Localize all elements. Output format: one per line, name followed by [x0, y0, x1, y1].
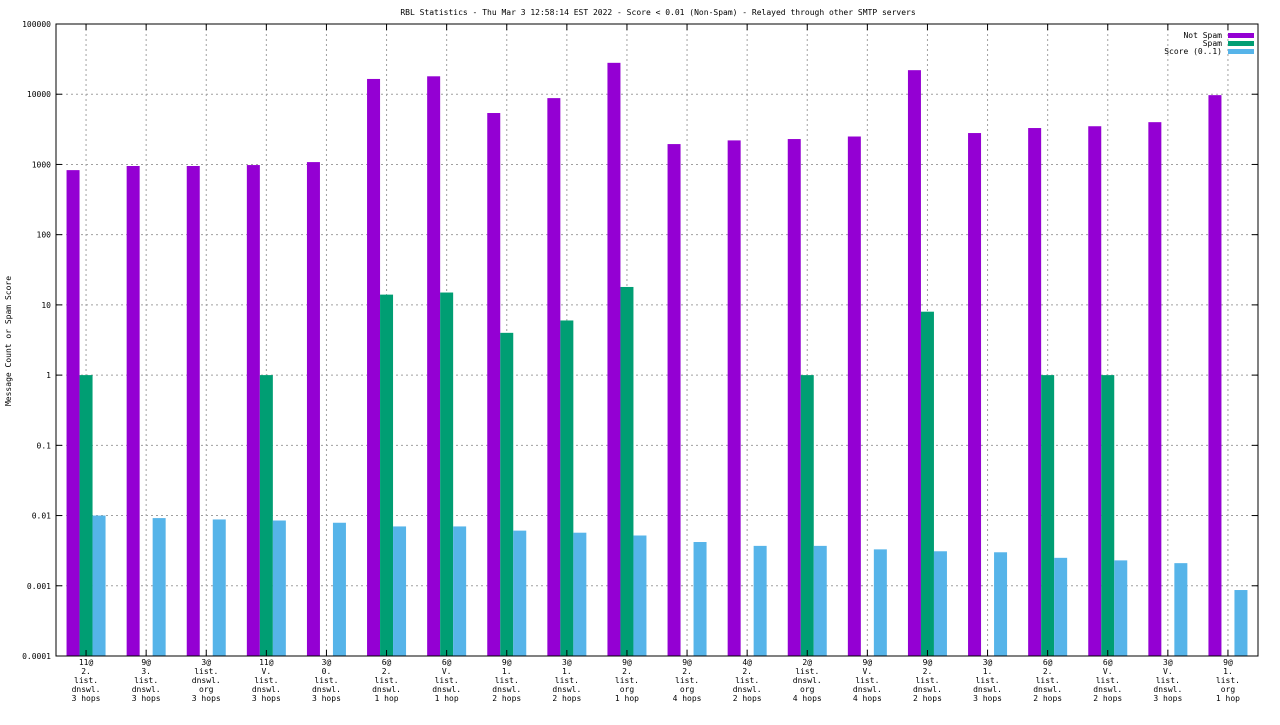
y-tick-label: 100000: [22, 20, 51, 29]
x-tick-label: 6@ 2. list. dnswl. 1 hop: [372, 658, 401, 703]
x-tick-label: 11@ V. list. dnswl. 3 hops: [252, 658, 281, 703]
bar-not-spam: [126, 166, 140, 657]
bar-spam: [79, 375, 93, 656]
bar-score-0-1: [393, 526, 407, 656]
bar-score-0-1: [92, 515, 106, 656]
bar-score-0-1: [152, 518, 166, 656]
bar-not-spam: [547, 98, 561, 656]
bar-not-spam: [367, 78, 381, 657]
y-tick-label: 1: [46, 371, 51, 380]
bar-score-0-1: [212, 519, 226, 656]
bar-not-spam: [246, 165, 260, 657]
bar-score-0-1: [933, 551, 947, 656]
legend-label: Spam: [1203, 39, 1222, 48]
chart-title: RBL Statistics - Thu Mar 3 12:58:14 EST …: [400, 8, 916, 17]
bar-not-spam: [427, 76, 441, 657]
x-tick-label: 11@ 2. list. dnswl. 3 hops: [72, 658, 101, 703]
bar-not-spam: [1208, 95, 1222, 657]
y-axis-label: Message Count or Spam Score: [4, 276, 13, 406]
bar-spam: [380, 294, 394, 656]
x-tick-label: 2@ list. dnswl. org 4 hops: [793, 658, 822, 703]
legend-swatch: [1228, 33, 1254, 38]
bar-score-0-1: [633, 535, 647, 656]
bar-spam: [920, 311, 934, 656]
bar-not-spam: [186, 166, 200, 657]
x-tick-label: 9@ 3. list. dnswl. 3 hops: [132, 658, 161, 703]
bar-not-spam: [1028, 128, 1042, 656]
x-tick-label: 9@ 1. list. dnswl. 2 hops: [492, 658, 521, 703]
x-ticks-layer: 11@ 2. list. dnswl. 3 hops 9@ 3. list. dnswl. 3 h…: [72, 24, 1240, 703]
bar-spam: [500, 332, 514, 656]
bar-not-spam: [607, 62, 621, 657]
x-tick-label: 9@ 2. list. org 1 hop: [615, 658, 639, 703]
bar-score-0-1: [1054, 557, 1068, 656]
bar-not-spam: [306, 162, 320, 656]
bar-not-spam: [847, 136, 861, 656]
bar-not-spam: [907, 70, 921, 657]
x-tick-label: 3@ 0. list. dnswl. 3 hops: [312, 658, 341, 703]
legend-label: Score (0..1): [1164, 47, 1222, 56]
y-tick-label: 1000: [32, 160, 51, 169]
bar-score-0-1: [994, 552, 1008, 656]
bar-score-0-1: [813, 545, 827, 656]
legend-swatch: [1228, 49, 1254, 54]
bar-score-0-1: [753, 545, 767, 656]
bar-score-0-1: [573, 532, 587, 656]
bar-score-0-1: [1234, 590, 1248, 656]
x-tick-label: 9@ 2. list. dnswl. 2 hops: [913, 658, 942, 703]
x-tick-label: 6@ V. list. dnswl. 1 hop: [432, 658, 461, 703]
bar-spam: [800, 375, 814, 656]
bar-not-spam: [1088, 126, 1102, 657]
bar-spam: [1101, 375, 1115, 656]
x-tick-label: 6@ 2. list. dnswl. 2 hops: [1033, 658, 1062, 703]
y-tick-label: 0.1: [37, 441, 52, 450]
bar-score-0-1: [1174, 563, 1188, 656]
bar-not-spam: [66, 170, 80, 656]
y-tick-label: 10000: [27, 90, 51, 99]
bar-score-0-1: [453, 526, 467, 656]
x-tick-label: 4@ 2. list. dnswl. 2 hops: [733, 658, 762, 703]
y-tick-label: 100: [37, 231, 52, 240]
x-tick-label: 3@ V. list. dnswl. 3 hops: [1153, 658, 1182, 703]
bar-spam: [560, 320, 574, 656]
y-tick-label: 10: [41, 301, 51, 310]
x-tick-label: 3@ 1. list. dnswl. 3 hops: [973, 658, 1002, 703]
bar-score-0-1: [513, 530, 527, 656]
bar-spam: [259, 375, 273, 656]
bar-spam: [440, 292, 454, 656]
x-tick-label: 3@ 1. list. dnswl. 2 hops: [552, 658, 581, 703]
x-tick-label: 9@ V. list. dnswl. 4 hops: [853, 658, 882, 703]
bar-not-spam: [727, 140, 741, 657]
legend-swatch: [1228, 41, 1254, 46]
y-tick-label: 0.001: [27, 582, 51, 591]
bar-score-0-1: [272, 520, 286, 656]
bar-score-0-1: [693, 542, 707, 656]
bar-not-spam: [1148, 122, 1162, 657]
bar-spam: [620, 286, 634, 656]
grid-layer: [56, 24, 1258, 656]
y-tick-label: 0.01: [32, 512, 51, 521]
bar-score-0-1: [873, 549, 887, 656]
x-tick-label: 6@ V. list. dnswl. 2 hops: [1093, 658, 1122, 703]
x-tick-label: 3@ list. dnswl. org 3 hops: [192, 658, 221, 703]
bar-score-0-1: [332, 522, 346, 656]
bar-not-spam: [667, 144, 681, 656]
y-ticks-layer: 0.0001 0.001 0.01 0.1 1 10 100 1000 10000 100000: [22, 20, 1258, 661]
bars-layer: [66, 62, 1248, 657]
plot-frame: [55, 23, 1259, 657]
y-tick-label: 0.0001: [22, 652, 51, 661]
bar-not-spam: [787, 139, 801, 657]
x-tick-label: 9@ 1. list. org 1 hop: [1216, 658, 1240, 703]
legend-label: Not Spam: [1183, 31, 1222, 40]
bar-not-spam: [968, 133, 982, 656]
bar-not-spam: [487, 113, 501, 656]
bar-spam: [1041, 375, 1055, 656]
bar-score-0-1: [1114, 560, 1128, 656]
x-tick-label: 9@ 2. list. org 4 hops: [673, 658, 702, 703]
